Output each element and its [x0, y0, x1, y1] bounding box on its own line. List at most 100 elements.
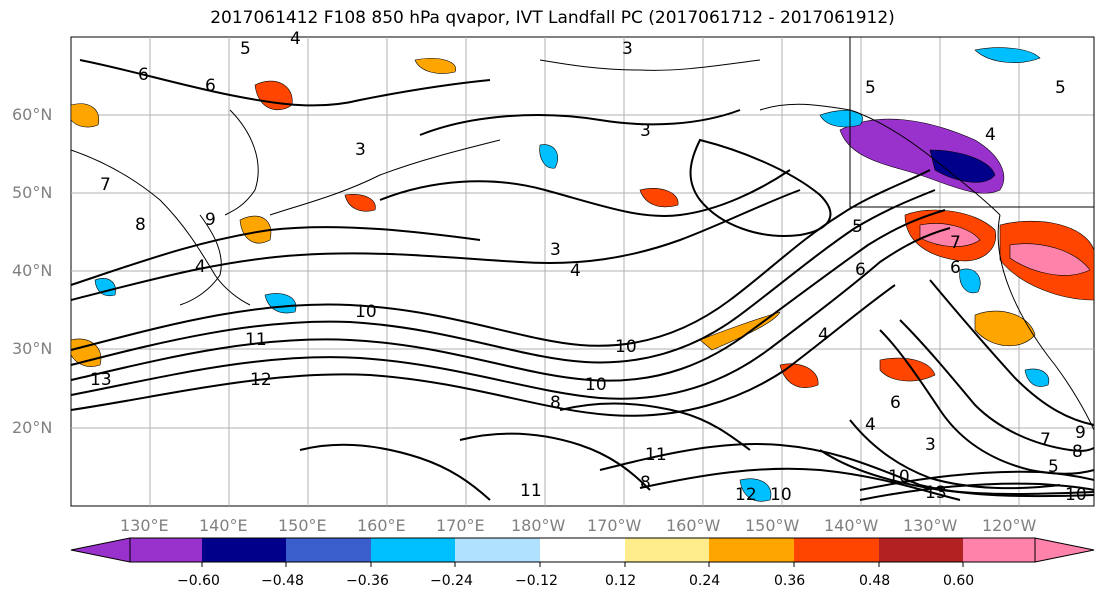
colorbar-swatch: [963, 538, 1035, 562]
contour-label: 7: [950, 233, 961, 253]
contour-line: [70, 226, 481, 286]
colorbar-ticks: [201, 562, 964, 567]
lon-label: 150°E: [278, 516, 327, 535]
negative-anomaly-core: [929, 149, 996, 183]
contour-line: [859, 482, 1095, 501]
colorbar-tick-label: −0.48: [261, 573, 304, 589]
contour-label: 5: [852, 217, 863, 237]
negative-anomaly-edge: [819, 109, 863, 128]
colorbar-swatch: [709, 538, 794, 562]
lat-label: 50°N: [12, 183, 53, 202]
colorbar-swatch: [130, 538, 202, 562]
contour-label: 5: [240, 39, 251, 59]
contour-line: [689, 138, 832, 237]
contour-label: 7: [1040, 430, 1051, 450]
contour-label: 11: [520, 481, 542, 501]
graticule: [71, 37, 1094, 506]
contour-label: 11: [245, 330, 267, 350]
colorbar-tick-label: −0.12: [515, 573, 558, 589]
contour-line: [819, 449, 1095, 495]
contour-line: [879, 329, 1095, 475]
lon-label: 150°W: [745, 516, 800, 535]
colorbar-swatch: [371, 538, 455, 562]
negative-anomaly-5: [739, 478, 772, 502]
colorbar-swatch: [794, 538, 879, 562]
lon-label: 130°E: [120, 516, 169, 535]
contour-label: 4: [865, 415, 876, 435]
figure-title: 2017061412 F108 850 hPa qvapor, IVT Land…: [210, 8, 895, 28]
contour-label: 8: [640, 473, 651, 493]
positive-anomaly-6: [414, 58, 457, 74]
contour-label: 3: [355, 140, 366, 160]
lon-label: 140°E: [199, 516, 248, 535]
lon-label: 160°W: [666, 516, 721, 535]
positive-anomaly-7: [70, 103, 100, 128]
qvapor-shading: [70, 47, 1095, 502]
lon-label: 160°E: [357, 516, 406, 535]
contour-line: [70, 284, 896, 417]
lon-label: 170°E: [436, 516, 485, 535]
negative-anomaly-6: [1024, 368, 1050, 387]
map-panel: 5 6 3 3 4 5 5 7 8 9 4 3 4 10 11 12 13 10…: [70, 29, 1095, 507]
contour-label: 6: [855, 260, 866, 280]
contour-label: 8: [550, 393, 561, 413]
contour-line: [79, 59, 491, 107]
contour-line: [379, 169, 791, 217]
colorbar: [70, 537, 1095, 567]
colorbar-swatch: [879, 538, 963, 562]
contour-label-group: 5 6 3 3 4 5 5 7 8 9 4 3 4 10 11 12 13 10…: [90, 29, 1087, 505]
contour-label: 6: [950, 258, 961, 278]
colorbar-tick-label: −0.60: [177, 573, 220, 589]
contour-line: [459, 432, 651, 491]
coastline-aleutians: [269, 139, 501, 216]
negative-anomaly-4: [959, 268, 981, 294]
contour-line: [70, 169, 931, 351]
lat-label: 20°N: [12, 418, 53, 437]
colorbar-tick-label: 0.36: [774, 573, 806, 589]
contour-label: 6: [205, 76, 216, 96]
contour-label: 13: [925, 483, 947, 503]
lon-label: 180°W: [511, 516, 566, 535]
contour-label: 3: [550, 240, 561, 260]
lat-label: 30°N: [12, 339, 53, 358]
colorbar-tick-label: 0.24: [689, 573, 721, 589]
contour-label: 10: [770, 485, 792, 505]
contour-line: [70, 227, 951, 400]
contour-line: [559, 402, 751, 451]
positive-anomaly-4: [344, 194, 376, 212]
colorbar-tick-label: −0.36: [346, 573, 389, 589]
contour-label: 5: [865, 78, 876, 98]
state-boundary-box: [849, 36, 1095, 208]
contour-label: 10: [585, 375, 607, 395]
contour-label: 4: [985, 125, 996, 145]
contour-label: 13: [90, 370, 112, 390]
lon-label: 130°W: [903, 516, 958, 535]
colorbar-swatch: [625, 538, 709, 562]
positive-anomaly-core: [919, 223, 981, 247]
contour-label: 8: [1072, 442, 1083, 462]
positive-anomaly-1: [779, 363, 819, 388]
contour-line: [599, 443, 1095, 498]
coastline-west-north-america: [997, 214, 1095, 431]
contour-line: [419, 109, 741, 136]
lon-label: 140°W: [824, 516, 879, 535]
coastline-asia: [70, 149, 251, 306]
contour-line: [899, 319, 1095, 452]
positive-anomaly-subtropics: [974, 310, 1036, 347]
contour-label: 10: [615, 337, 637, 357]
contour-line: [929, 279, 1095, 426]
coastline-arctic: [539, 59, 761, 71]
contour-label: 10: [1065, 485, 1087, 505]
positive-anomaly-5: [639, 188, 679, 208]
lon-label: 170°W: [587, 516, 642, 535]
contour-label: 11: [645, 445, 667, 465]
contour-label: 3: [640, 121, 651, 141]
coastline-kamchatka: [224, 109, 259, 216]
negative-anomaly-7: [94, 278, 116, 297]
colorbar-tick-label: 0.12: [605, 573, 637, 589]
colorbar-tick-label: 0.48: [859, 573, 891, 589]
colorbar-extend-low: [70, 537, 131, 563]
ivt-contours: [70, 59, 1095, 501]
contour-label: 4: [195, 257, 206, 277]
positive-anomaly-east: [879, 357, 936, 382]
